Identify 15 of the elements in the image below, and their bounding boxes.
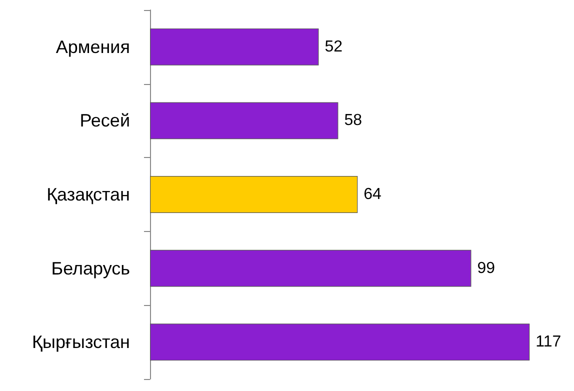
data-label: 64 [364,186,382,203]
data-label: 117 [536,334,562,351]
bar [150,324,530,361]
y-tick-label: Қазақстан [46,184,130,204]
data-label: 58 [344,112,362,130]
bar [150,102,338,140]
y-tick-label: Қырғызстан [32,332,130,352]
bar [150,28,319,66]
y-tick-label: Ресей [80,110,130,131]
y-tick-label: Беларусь [51,258,130,278]
bar [150,250,472,287]
data-label: 52 [324,38,343,56]
y-tick-label: Армения [56,36,130,57]
data-label: 99 [477,260,496,277]
bar [150,176,358,213]
